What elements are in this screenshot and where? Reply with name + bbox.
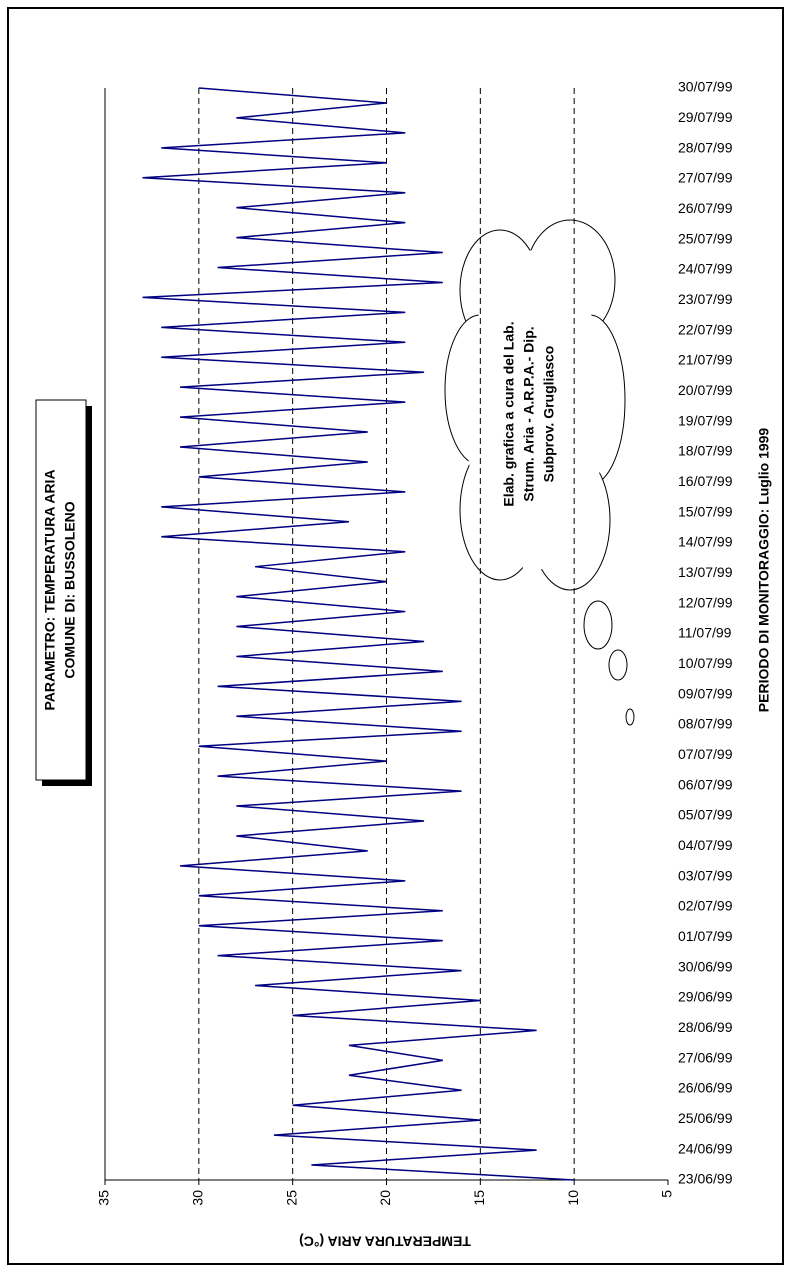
x-tick-label: 12/07/99 [678,594,733,610]
x-tick-label: 27/07/99 [678,170,733,186]
x-tick-label: 13/07/99 [678,564,733,580]
y-tick-label: 30 [190,1190,206,1206]
x-tick-label: 19/07/99 [678,412,733,428]
chart-title: COMUNE DI: BUSSOLENO [62,501,78,678]
x-tick-label: 01/07/99 [678,928,733,944]
x-tick-label: 25/06/99 [678,1110,733,1126]
frame [7,7,784,1265]
y-tick-label: 5 [659,1190,675,1198]
x-tick-label: 27/06/99 [678,1049,733,1065]
x-tick-label: 28/07/99 [678,139,733,155]
x-tick-label: 15/07/99 [678,503,733,519]
x-tick-label: 02/07/99 [678,898,733,914]
x-tick-label: 23/06/99 [678,1171,733,1187]
y-tick-label: 20 [377,1190,393,1206]
x-tick-label: 29/06/99 [678,989,733,1005]
x-tick-label: 08/07/99 [678,716,733,732]
x-tick-label: 14/07/99 [678,534,733,550]
y-tick-label: 15 [471,1190,487,1206]
x-tick-label: 26/06/99 [678,1080,733,1096]
x-tick-label: 24/06/99 [678,1140,733,1156]
x-tick-label: 10/07/99 [678,655,733,671]
cloud [444,219,635,726]
x-tick-label: 30/07/99 [678,79,733,95]
x-tick-label: 04/07/99 [678,837,733,853]
x-tick-label: 25/07/99 [678,230,733,246]
x-tick-label: 21/07/99 [678,352,733,368]
title-box [35,399,87,781]
x-tick-label: 06/07/99 [678,776,733,792]
x-tick-label: 11/07/99 [678,625,732,641]
x-tick-label: 05/07/99 [678,807,733,823]
x-tick-label: 16/07/99 [678,473,733,489]
y-tick-label: 25 [283,1190,299,1206]
x-tick-label: 03/07/99 [678,867,733,883]
x-tick-label: 23/07/99 [678,291,733,307]
x-tick-label: 09/07/99 [678,685,733,701]
annotation: Subprov. Grugliasco [541,346,557,483]
x-tick-label: 07/07/99 [678,746,733,762]
y-tick-label: 35 [96,1190,112,1206]
x-tick-label: 26/07/99 [678,200,733,216]
annotation: Strum. Aria - A.R.P.A.- Dip. [521,326,537,501]
annotation: Elab. grafica a cura del Lab. [501,321,517,506]
y-axis-title: TEMPERATURA ARIA (°C) [299,1233,471,1249]
y-tick-label: 10 [565,1190,581,1206]
x-tick-label: 24/07/99 [678,261,733,277]
x-axis-title: PERIODO DI MONITORAGGIO: Luglio 1999 [756,428,772,713]
x-tick-label: 30/06/99 [678,958,733,974]
x-tick-label: 28/06/99 [678,1019,733,1035]
line [142,87,575,1181]
x-tick-label: 29/07/99 [678,109,733,125]
x-tick-label: 22/07/99 [678,321,733,337]
x-tick-label: 20/07/99 [678,382,733,398]
x-tick-label: 18/07/99 [678,443,733,459]
chart-title: PARAMETRO: TEMPERATURA ARIA [42,469,58,710]
